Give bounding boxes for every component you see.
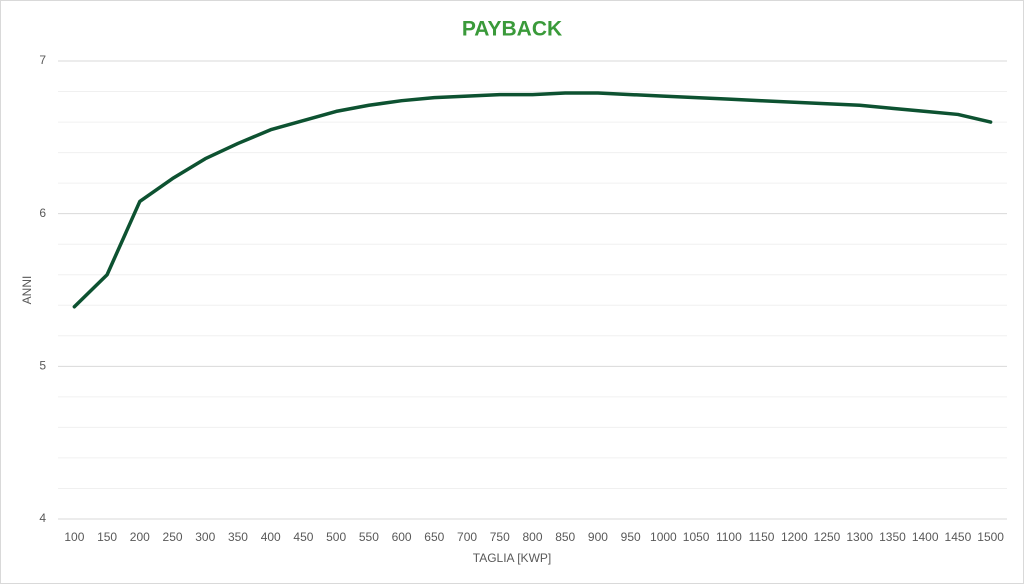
- x-tick-label: 250: [163, 530, 183, 544]
- x-tick-label: 350: [228, 530, 248, 544]
- y-tick-label: 7: [39, 53, 46, 67]
- x-tick-label: 1350: [879, 530, 906, 544]
- x-tick-label: 300: [195, 530, 215, 544]
- x-tick-label: 1250: [814, 530, 841, 544]
- x-tick-label: 100: [64, 530, 84, 544]
- x-tick-label: 150: [97, 530, 117, 544]
- y-tick-label: 4: [39, 511, 46, 525]
- y-tick-label: 6: [39, 206, 46, 220]
- line-series: [72, 91, 993, 309]
- x-tick-label: 950: [621, 530, 641, 544]
- x-axis-label: TAGLIA [KWP]: [473, 551, 551, 565]
- x-tick-label: 900: [588, 530, 608, 544]
- x-tick-label: 650: [424, 530, 444, 544]
- x-tick-label: 1150: [749, 530, 775, 544]
- x-tick-label: 750: [490, 530, 510, 544]
- x-tick-label: 800: [522, 530, 542, 544]
- x-tick-label: 1200: [781, 530, 808, 544]
- x-tick-label: 400: [261, 530, 281, 544]
- x-tick-label: 1400: [912, 530, 939, 544]
- x-tick-label: 1000: [650, 530, 677, 544]
- x-tick-label: 1050: [683, 530, 710, 544]
- y-tick-label: 5: [39, 359, 46, 373]
- x-tick-label: 850: [555, 530, 575, 544]
- x-tick-label: 500: [326, 530, 346, 544]
- y-axis-label: ANNI: [20, 276, 34, 305]
- x-tick-label: 450: [293, 530, 313, 544]
- x-tick-label: 1500: [977, 530, 1004, 544]
- chart-title: PAYBACK: [462, 18, 562, 41]
- x-tick-label: 200: [130, 530, 150, 544]
- x-tick-label: 1450: [945, 530, 972, 544]
- x-tick-label: 1300: [846, 530, 873, 544]
- x-tick-label: 1100: [716, 530, 742, 544]
- x-tick-label: 700: [457, 530, 477, 544]
- x-tick-label: 600: [392, 530, 412, 544]
- x-tick-label: 550: [359, 530, 379, 544]
